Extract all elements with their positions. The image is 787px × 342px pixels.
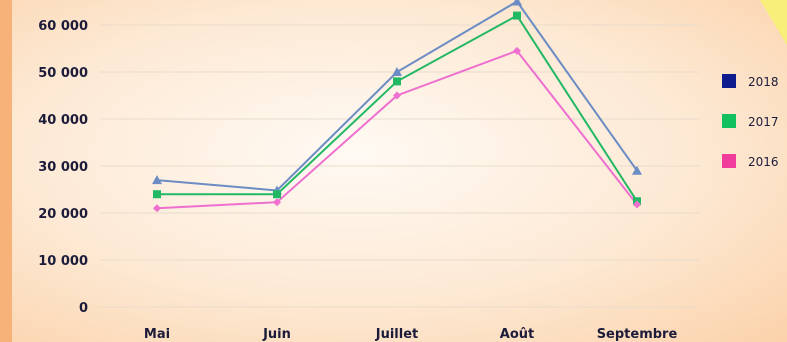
y-tick-label: 20 000 <box>38 207 88 222</box>
data-point-2016 <box>273 198 281 207</box>
corner-decoration <box>760 0 787 45</box>
legend: 2018 2017 2016 <box>722 74 779 169</box>
x-tick-label: Mai <box>144 327 170 342</box>
left-edge-stripe <box>0 0 12 342</box>
y-axis-ticks: 0 10 000 20 000 30 000 40 000 50 000 60 000 <box>38 19 88 316</box>
data-point-2016 <box>633 200 641 209</box>
legend-swatch-2018 <box>722 74 736 88</box>
data-point-2018 <box>632 165 642 175</box>
series-lines <box>156 0 638 210</box>
y-tick-label: 30 000 <box>38 160 88 175</box>
legend-label-2017: 2017 <box>748 115 779 129</box>
legend-swatch-2017 <box>722 114 736 128</box>
x-tick-label: Septembre <box>597 327 678 342</box>
data-point-2016 <box>393 91 401 100</box>
y-tick-label: 40 000 <box>38 113 88 128</box>
y-tick-label: 10 000 <box>38 254 88 269</box>
legend-swatch-2016 <box>722 154 736 168</box>
data-point-2018 <box>392 67 402 76</box>
legend-label-2016: 2016 <box>748 155 779 169</box>
data-point-2017 <box>273 190 281 199</box>
data-point-2018 <box>152 175 162 185</box>
y-tick-label: 60 000 <box>38 19 88 34</box>
data-point-2017 <box>513 11 521 20</box>
gridlines <box>100 24 700 308</box>
data-point-2018 <box>512 0 522 6</box>
x-tick-label: Juillet <box>375 327 419 342</box>
data-point-2017 <box>153 190 161 199</box>
data-point-2016 <box>153 204 161 213</box>
series-markers <box>152 0 642 213</box>
series-line-2017 <box>157 14 638 202</box>
y-tick-label: 0 <box>79 301 88 316</box>
data-point-2016 <box>513 46 521 55</box>
legend-label-2018: 2018 <box>748 75 779 89</box>
x-axis-ticks: Mai Juin Juillet Août Septembre <box>144 327 678 342</box>
x-tick-label: Août <box>500 327 534 342</box>
x-tick-label: Juin <box>262 327 291 342</box>
data-point-2017 <box>393 77 401 86</box>
y-tick-label: 50 000 <box>38 66 88 81</box>
